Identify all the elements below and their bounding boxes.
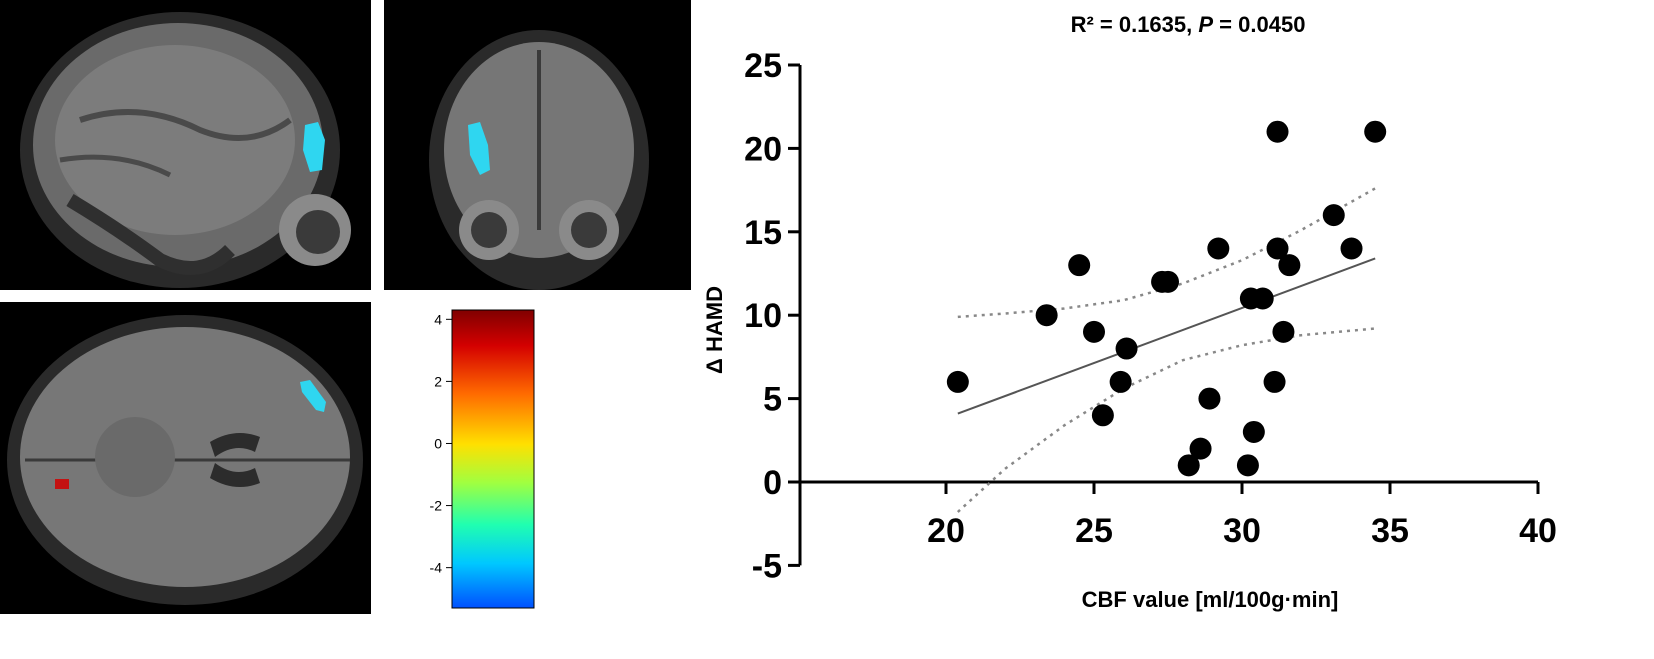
data-point xyxy=(1272,320,1295,343)
ci-lower-band xyxy=(956,327,1376,513)
data-point xyxy=(1083,320,1105,343)
y-tick-label: 20 xyxy=(744,130,782,168)
data-point xyxy=(1157,270,1179,293)
data-point xyxy=(1364,120,1387,143)
sagittal-slice-drawing xyxy=(20,12,351,288)
data-point xyxy=(1251,287,1274,310)
data-point xyxy=(1263,370,1286,393)
y-tick-label: 5 xyxy=(763,381,782,419)
x-tick-label: 40 xyxy=(1519,512,1557,550)
data-point xyxy=(1266,120,1289,143)
colorbar-ticks: 4 2 0 -2 -4 xyxy=(430,311,452,576)
scatter-chart-svg: R² = 0.1635, P = 0.0450 -5 0 5 10 15 20 25 20 25… xyxy=(702,12,1557,612)
data-point xyxy=(1198,387,1221,410)
coronal-slice-drawing xyxy=(429,30,649,290)
sagittal-slice-image xyxy=(0,0,371,290)
gray-matter xyxy=(55,45,295,235)
x-tick-label: 20 xyxy=(927,512,965,550)
y-tick-label: -5 xyxy=(752,547,782,585)
data-point xyxy=(1091,404,1114,427)
sulcus-line xyxy=(79,109,292,141)
data-point xyxy=(1035,304,1058,327)
data-point xyxy=(946,370,969,393)
colorbar-tick-label: 4 xyxy=(434,311,442,327)
negative-cluster xyxy=(468,122,490,175)
negative-cluster xyxy=(300,380,326,412)
thalamus xyxy=(95,417,175,497)
data-point xyxy=(1189,437,1212,460)
x-axis-label: CBF value [ml/100g·min] xyxy=(1082,587,1339,612)
orbit-inner xyxy=(296,210,340,254)
data-point xyxy=(1322,204,1345,227)
x-tick-label: 25 xyxy=(1075,512,1113,550)
y-tick-label: 10 xyxy=(744,297,782,335)
data-point xyxy=(1068,254,1091,277)
lateral-ventricle xyxy=(210,463,260,487)
title-p-symbol: P xyxy=(1198,12,1213,37)
axial-slice-drawing xyxy=(7,315,363,605)
lateral-ventricle xyxy=(210,433,260,457)
positive-cluster xyxy=(55,479,69,489)
data-point xyxy=(1177,454,1200,477)
colorbar-tick-label: -4 xyxy=(430,560,443,576)
right-orbit-inner xyxy=(571,212,607,248)
y-tick-label: 0 xyxy=(763,464,782,502)
colorbar-tick-label: -2 xyxy=(430,498,443,514)
colorbar: 4 2 0 -2 -4 xyxy=(410,300,590,620)
sulcus-line xyxy=(59,154,172,178)
ci-upper-band xyxy=(957,187,1376,319)
colorbar-tick-label: 2 xyxy=(434,373,442,389)
data-point xyxy=(1236,454,1259,477)
cerebellum-shadow xyxy=(66,193,235,275)
data-point xyxy=(1340,237,1363,260)
axial-slice-image xyxy=(0,302,371,614)
plot-layer: -5 0 5 10 15 20 25 20 25 30 35 40 xyxy=(744,47,1557,585)
colorbar-tick-label: 0 xyxy=(434,435,442,451)
y-tick-label: 15 xyxy=(744,214,782,252)
title-r2: R² = 0.1635, xyxy=(1071,12,1199,37)
x-tick-label: 30 xyxy=(1223,512,1261,550)
data-point xyxy=(1115,337,1138,360)
data-point xyxy=(1109,370,1132,393)
chart-title: R² = 0.1635, P = 0.0450 xyxy=(1071,12,1306,37)
title-p-value: = 0.0450 xyxy=(1213,12,1305,37)
y-axis-label: Δ HAMD xyxy=(702,286,727,374)
regression-line xyxy=(957,257,1376,415)
colorbar-gradient xyxy=(451,309,535,609)
x-tick-label: 35 xyxy=(1371,512,1409,550)
left-orbit-inner xyxy=(471,212,507,248)
scatter-chart: R² = 0.1635, P = 0.0450 -5 0 5 10 15 20 25 20 25… xyxy=(700,0,1654,654)
data-point xyxy=(1207,237,1230,260)
colorbar-svg: 4 2 0 -2 -4 xyxy=(430,309,535,609)
data-point xyxy=(1266,237,1289,260)
y-tick-label: 25 xyxy=(744,47,782,85)
data-point xyxy=(1242,420,1265,443)
brain-tissue xyxy=(20,327,350,587)
negative-cluster xyxy=(303,122,325,172)
data-point xyxy=(1278,254,1301,277)
coronal-slice-image xyxy=(384,0,691,290)
